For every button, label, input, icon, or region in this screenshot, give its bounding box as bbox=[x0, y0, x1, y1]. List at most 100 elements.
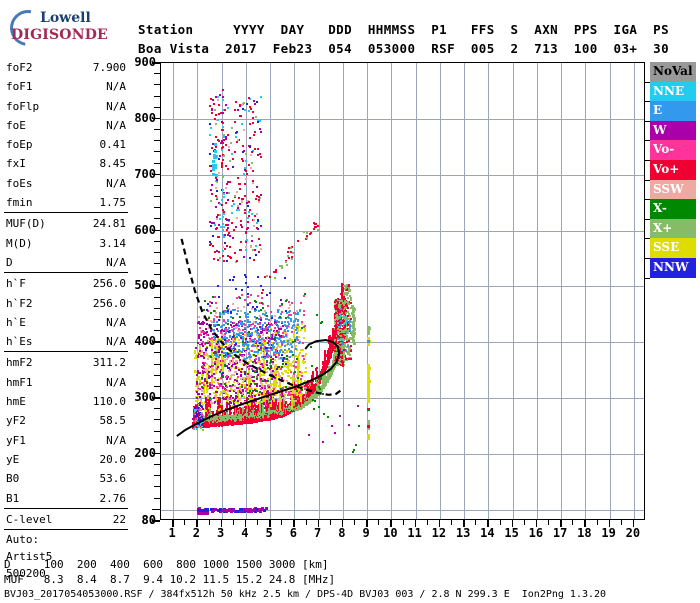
param-value: 311.2 bbox=[92, 356, 126, 370]
param-row: h`F2 256.0 bbox=[4, 294, 128, 313]
data-point bbox=[327, 358, 330, 361]
data-point bbox=[324, 383, 327, 386]
param-row: foEs N/A bbox=[4, 174, 128, 193]
ionogram-plot[interactable] bbox=[152, 62, 645, 527]
param-row: D N/A bbox=[4, 253, 128, 272]
param-value: 256.0 bbox=[92, 277, 126, 291]
param-value: 0.41 bbox=[99, 138, 127, 152]
param-value: N/A bbox=[106, 335, 126, 349]
gridline-horizontal bbox=[161, 118, 644, 120]
param-value: 110.0 bbox=[92, 395, 126, 409]
param-row: C-level 22 bbox=[4, 510, 128, 529]
param-note: 500200 bbox=[6, 567, 46, 581]
param-key: foF2 bbox=[6, 61, 33, 74]
gridline-vertical bbox=[367, 63, 369, 519]
param-key: B0 bbox=[6, 472, 20, 486]
logo-brand-top: Lowell bbox=[40, 10, 91, 26]
param-row: M(D) 3.14 bbox=[4, 234, 128, 253]
gridline-vertical bbox=[561, 63, 563, 519]
gridline-vertical bbox=[173, 63, 175, 519]
param-key: foEp bbox=[6, 138, 33, 152]
param-row: foE N/A bbox=[4, 116, 128, 135]
gridline-vertical bbox=[512, 63, 514, 519]
ionogram-parameter-table: foF2 7.900 foF1 N/A foFlp N/A foE N/A foEp 0.41 fx… bbox=[4, 58, 128, 582]
param-row: h`E N/A bbox=[4, 313, 128, 332]
y-tick-label: 80 bbox=[141, 513, 156, 527]
station-header-line2: Boa Vista 2017 Feb23 054 053000 RSF 005 … bbox=[138, 41, 670, 56]
param-note: Artist5 bbox=[6, 550, 53, 564]
lowell-digisonde-logo: Lowell DIGISONDE bbox=[2, 2, 128, 54]
gridline-horizontal bbox=[161, 342, 644, 344]
y-axis-labels: 80 200 300 400 500 600 700 800 900 80 bbox=[118, 55, 156, 527]
y-tick-label: 300 bbox=[134, 390, 156, 405]
param-key: yF2 bbox=[6, 414, 26, 428]
param-row: foF2 7.900 bbox=[4, 58, 128, 77]
param-value: 58.5 bbox=[99, 414, 127, 428]
param-value: N/A bbox=[106, 118, 126, 132]
logo-brand-bottom: DIGISONDE bbox=[11, 27, 108, 43]
param-row: hmE 110.0 bbox=[4, 392, 128, 411]
plot-canvas[interactable] bbox=[160, 62, 645, 520]
gridline-vertical bbox=[464, 63, 466, 519]
param-key: h`Es bbox=[6, 335, 33, 349]
data-point bbox=[311, 370, 314, 373]
gridline-vertical bbox=[318, 63, 320, 519]
gridline-vertical bbox=[391, 63, 393, 519]
data-point bbox=[315, 366, 318, 369]
y-tick-label: 500 bbox=[134, 278, 156, 293]
param-value: 24.81 bbox=[92, 217, 126, 231]
gridline-horizontal bbox=[161, 230, 644, 232]
param-row: fxI 8.45 bbox=[4, 154, 128, 173]
param-value: 22 bbox=[112, 512, 126, 526]
y-tick-label: 600 bbox=[134, 222, 156, 237]
station-header: Station YYYY DAY DDD HHMMSS P1 FFS S AXN… bbox=[138, 20, 669, 58]
y-tick-label: 900 bbox=[134, 55, 156, 69]
param-key: hmE bbox=[6, 395, 26, 409]
gridline-vertical bbox=[294, 63, 296, 519]
param-value: 7.900 bbox=[92, 61, 126, 74]
param-key: h`E bbox=[6, 315, 26, 329]
y-tick-label: 400 bbox=[134, 334, 156, 349]
param-row: yF2 58.5 bbox=[4, 411, 128, 430]
param-key: yE bbox=[6, 452, 20, 466]
param-row: hmF1 N/A bbox=[4, 373, 128, 392]
param-key: D bbox=[6, 255, 13, 269]
gridline-vertical bbox=[270, 63, 272, 519]
param-key: foF1 bbox=[6, 80, 33, 94]
param-key: foFlp bbox=[6, 99, 40, 113]
data-point bbox=[323, 350, 326, 353]
gridline-vertical bbox=[439, 63, 441, 519]
param-value: N/A bbox=[106, 176, 126, 190]
param-value: N/A bbox=[106, 433, 126, 447]
param-divider bbox=[4, 212, 128, 214]
param-row: hmF2 311.2 bbox=[4, 353, 128, 372]
gridline-vertical bbox=[633, 63, 635, 519]
gridline-vertical bbox=[488, 63, 490, 519]
gridline-horizontal bbox=[161, 286, 644, 288]
param-value: 2.76 bbox=[99, 491, 127, 505]
param-key: fmin bbox=[6, 196, 33, 210]
param-key: MUF(D) bbox=[6, 217, 46, 231]
param-divider bbox=[4, 529, 128, 531]
station-header-line1: Station YYYY DAY DDD HHMMSS P1 FFS S AXN… bbox=[138, 22, 670, 37]
param-value: 3.14 bbox=[99, 236, 127, 250]
param-divider bbox=[4, 507, 128, 509]
param-row: h`F 256.0 bbox=[4, 274, 128, 293]
gridline-vertical bbox=[609, 63, 611, 519]
gridline-horizontal bbox=[161, 398, 644, 400]
data-point bbox=[284, 400, 287, 403]
gridline-vertical bbox=[245, 63, 247, 519]
param-key: C-level bbox=[6, 512, 53, 526]
param-row: foFlp N/A bbox=[4, 97, 128, 116]
param-value: 53.6 bbox=[99, 472, 127, 486]
param-divider bbox=[4, 272, 128, 274]
param-value: 20.0 bbox=[99, 452, 127, 466]
gridline-vertical bbox=[536, 63, 538, 519]
param-key: h`F2 bbox=[6, 296, 33, 310]
data-point bbox=[322, 386, 325, 389]
param-key: hmF1 bbox=[6, 375, 33, 389]
gridline-horizontal bbox=[161, 174, 644, 176]
data-point bbox=[327, 380, 330, 383]
data-point bbox=[332, 369, 335, 372]
data-point bbox=[317, 394, 320, 397]
